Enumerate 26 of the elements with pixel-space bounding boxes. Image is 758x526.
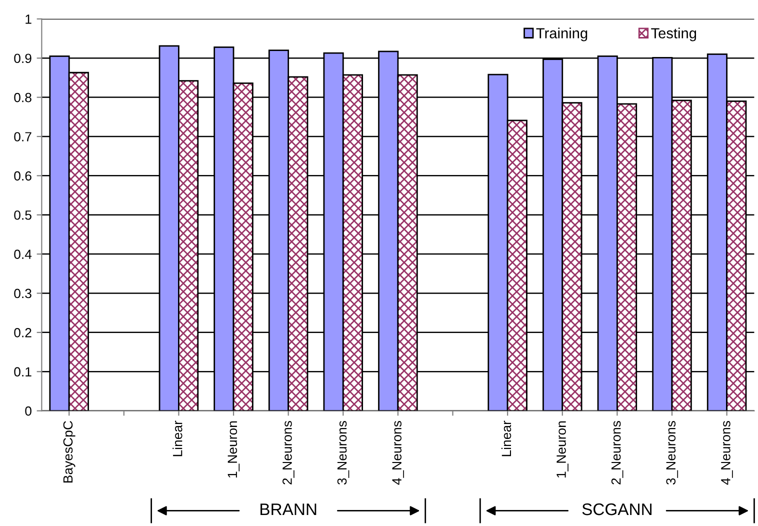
y-tick-label: 0.3 [14, 288, 32, 298]
x-tick-label: BayesCpC [63, 421, 76, 483]
legend-label: Training [536, 28, 588, 42]
y-tick-label: 0.4 [14, 250, 32, 259]
y-tick-label: 1 [26, 14, 32, 24]
y-tick-label: 0.2 [14, 328, 32, 338]
x-tick-label: Linear [172, 420, 182, 456]
x-tick-label: 2_Neurons [611, 421, 624, 484]
x-tick-label: 4_Neurons [392, 421, 404, 485]
x-tick-label: Linear [501, 420, 512, 456]
x-tick-label: 1_Neuron [556, 421, 568, 478]
text: BRANN [260, 504, 316, 516]
y-tick-label: 0.1 [14, 367, 32, 377]
y-tick-label: 0.8 [14, 92, 32, 102]
legend-label: Testing [651, 28, 696, 42]
y-tick-label: 0.6 [14, 171, 32, 181]
y-tick-label: 0 [25, 406, 32, 416]
x-tick-label: 4_Neurons [721, 421, 733, 485]
y-tick-label: 0.9 [14, 54, 32, 64]
x-tick-label: 1_Neuron [228, 421, 240, 478]
x-tick-label: 3_Neurons [337, 421, 350, 485]
y-tick-label: 0.5 [14, 210, 32, 220]
text: SCGANN [582, 503, 652, 516]
x-tick-label: 2_Neurons [282, 421, 294, 484]
x-tick-label: 3_Neurons [666, 421, 678, 485]
y-tick-label: 0.7 [14, 132, 32, 142]
